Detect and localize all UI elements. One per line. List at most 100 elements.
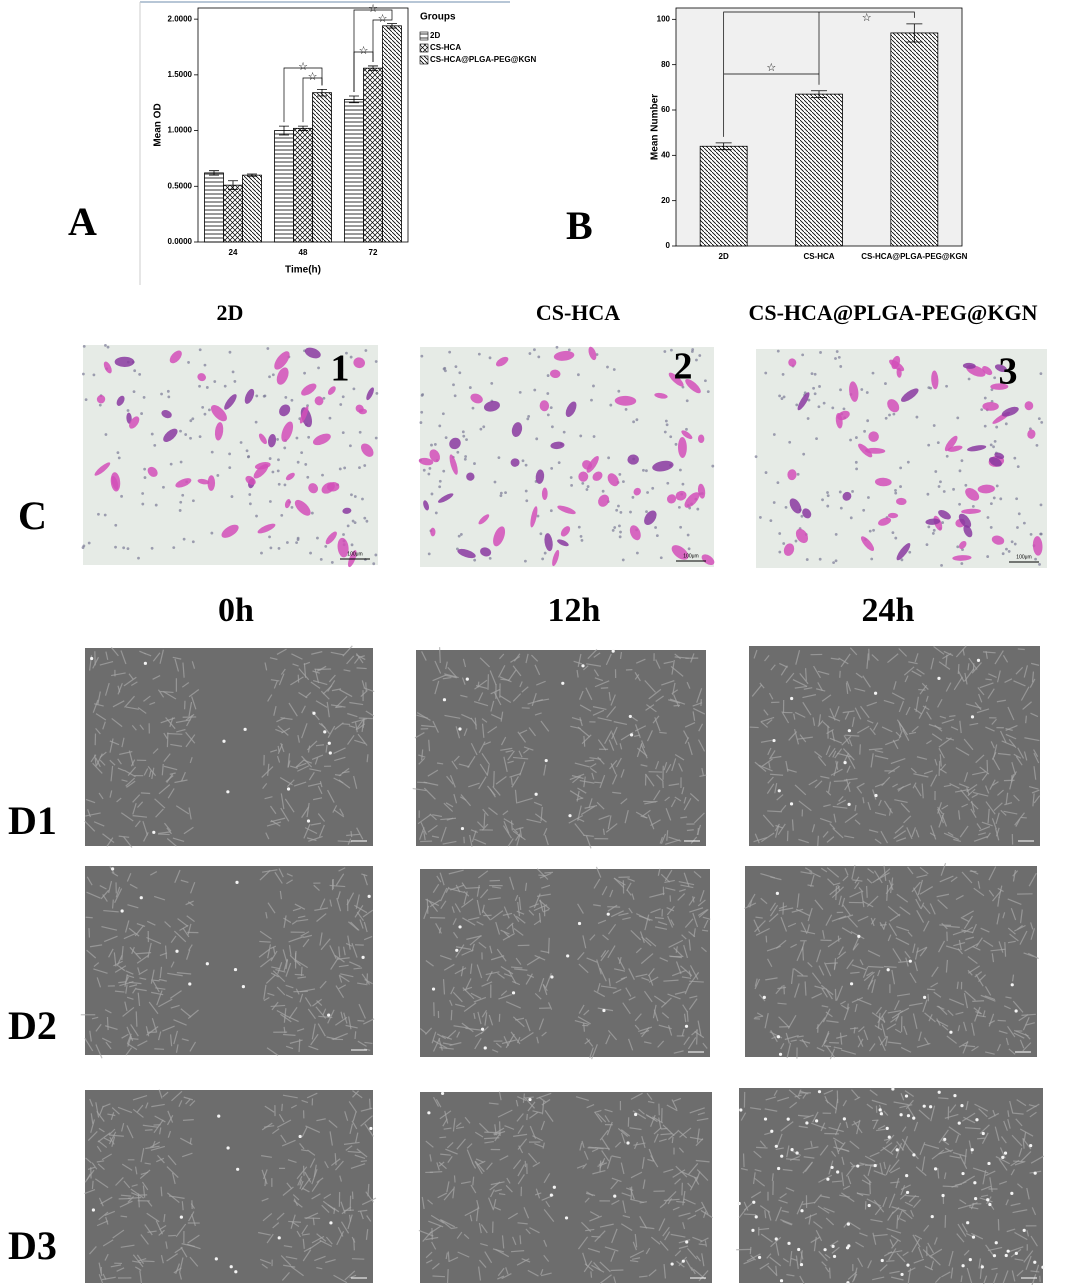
cell bbox=[657, 1040, 665, 1048]
cell bbox=[586, 663, 602, 667]
cell bbox=[609, 759, 618, 770]
cell bbox=[151, 1018, 158, 1033]
cell bbox=[1012, 1209, 1028, 1214]
cell bbox=[841, 927, 853, 935]
cell bbox=[323, 1193, 332, 1200]
cell bbox=[89, 1098, 94, 1107]
cell bbox=[798, 800, 812, 812]
cell bbox=[325, 1259, 336, 1264]
cell bbox=[445, 802, 454, 808]
cell bbox=[802, 1161, 813, 1174]
bright-cell bbox=[323, 730, 327, 734]
cell bbox=[866, 1198, 882, 1207]
cell bbox=[782, 1220, 793, 1226]
nucleus-dot bbox=[1001, 552, 1005, 556]
cell bbox=[368, 1098, 371, 1110]
cell bbox=[818, 1174, 833, 1183]
cell bbox=[693, 707, 706, 715]
cell bbox=[817, 1205, 830, 1214]
cell bbox=[895, 1013, 900, 1022]
bright-cell bbox=[737, 1201, 741, 1206]
nucleus-dot bbox=[167, 395, 171, 399]
cell bbox=[833, 1046, 843, 1050]
cell bbox=[818, 714, 822, 725]
cell bbox=[481, 1009, 488, 1018]
cell bbox=[641, 977, 650, 981]
cell bbox=[794, 685, 808, 689]
cell bbox=[123, 836, 133, 848]
cell bbox=[262, 783, 268, 789]
cell bbox=[453, 931, 459, 939]
nucleus-dot bbox=[341, 395, 345, 399]
cell bbox=[861, 1179, 871, 1186]
cell bbox=[887, 1010, 902, 1014]
cell bbox=[753, 649, 758, 659]
cell bbox=[97, 1132, 111, 1143]
cell bbox=[311, 651, 323, 655]
cell bbox=[131, 1184, 138, 1187]
cell bbox=[766, 1253, 772, 1259]
cell bbox=[488, 807, 498, 816]
stained-cell bbox=[795, 528, 809, 544]
cell bbox=[636, 913, 651, 922]
cell bbox=[510, 655, 521, 663]
cell bbox=[949, 1155, 961, 1159]
nucleus-dot bbox=[340, 369, 344, 372]
cell bbox=[841, 1004, 848, 1010]
nucleus-dot bbox=[769, 519, 773, 522]
cell bbox=[1029, 1111, 1037, 1118]
cell bbox=[329, 1131, 333, 1146]
cell bbox=[638, 1108, 645, 1115]
cell bbox=[173, 930, 187, 943]
cell bbox=[482, 808, 489, 817]
nucleus-dot bbox=[104, 433, 108, 436]
cell bbox=[445, 1148, 458, 1155]
cell bbox=[181, 682, 190, 688]
cell bbox=[488, 1197, 495, 1211]
bright-cell bbox=[986, 1198, 990, 1202]
cell bbox=[432, 1275, 446, 1278]
nucleus-dot bbox=[280, 513, 284, 517]
cell bbox=[281, 1103, 283, 1112]
stained-cell bbox=[337, 537, 349, 558]
cell bbox=[1024, 737, 1040, 742]
cell bbox=[443, 1188, 455, 1201]
bright-cell bbox=[775, 891, 780, 895]
stained-cell bbox=[675, 490, 687, 501]
cell bbox=[296, 1166, 308, 1180]
cell bbox=[568, 814, 584, 824]
cell bbox=[309, 768, 322, 772]
bright-cell bbox=[815, 1119, 819, 1123]
cell bbox=[894, 799, 908, 804]
nucleus-dot bbox=[642, 468, 645, 472]
nucleus-dot bbox=[679, 525, 683, 529]
cell bbox=[641, 1136, 646, 1149]
nucleus-dot bbox=[205, 386, 209, 389]
cell bbox=[988, 889, 995, 897]
cell bbox=[861, 892, 865, 908]
nucleus-dot bbox=[654, 526, 657, 529]
cell bbox=[316, 1000, 323, 1007]
cell bbox=[147, 1230, 157, 1233]
cell bbox=[830, 657, 840, 661]
cell bbox=[1005, 996, 1012, 999]
cell bbox=[180, 1246, 188, 1258]
cell bbox=[105, 651, 109, 661]
cell bbox=[830, 768, 843, 776]
nucleus-dot bbox=[343, 466, 347, 470]
stained-cell bbox=[849, 381, 859, 402]
stained-cell bbox=[175, 478, 192, 488]
nucleus-dot bbox=[645, 469, 648, 473]
cell bbox=[127, 1196, 135, 1203]
cell bbox=[272, 947, 276, 954]
stained-cell bbox=[598, 494, 610, 507]
cell bbox=[348, 1101, 358, 1113]
significance-bracket bbox=[372, 19, 393, 62]
nucleus-dot bbox=[438, 424, 442, 428]
cell bbox=[786, 1145, 790, 1158]
cell bbox=[498, 1193, 506, 1196]
cell bbox=[276, 1212, 285, 1221]
cell bbox=[923, 1037, 930, 1045]
cell bbox=[996, 913, 1000, 925]
cell bbox=[945, 654, 948, 666]
